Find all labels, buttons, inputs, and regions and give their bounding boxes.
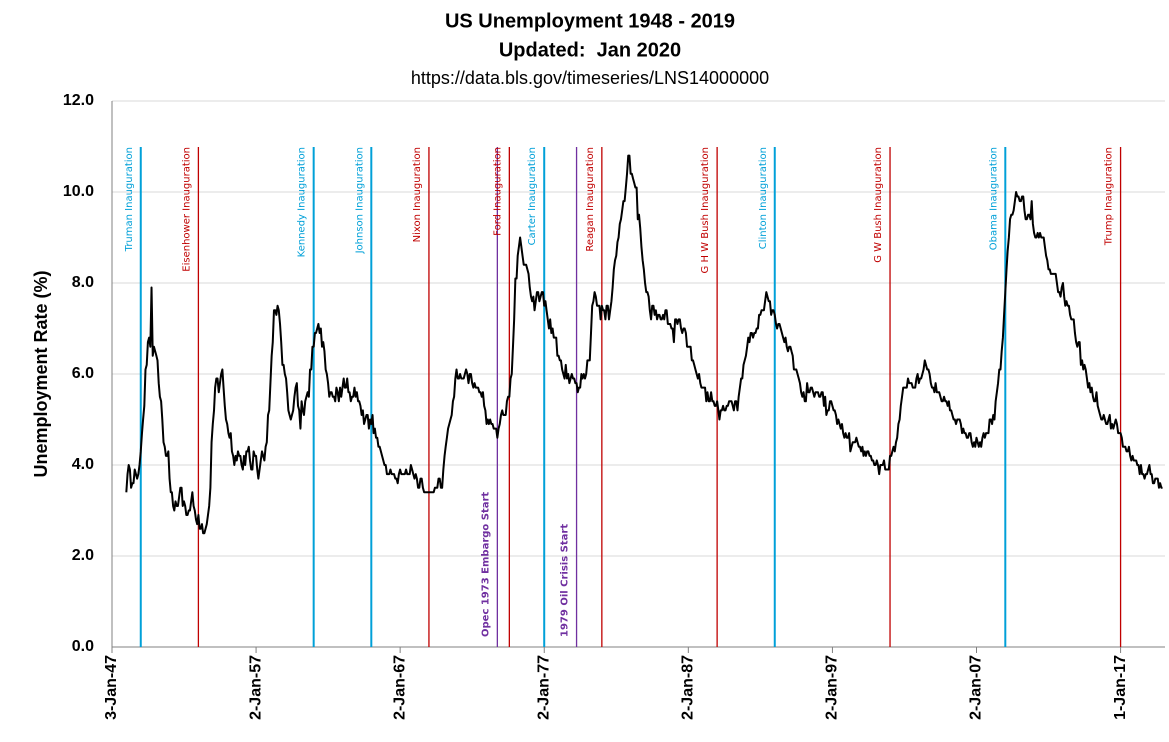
annotation-label: Clinton Inauguration [758,147,769,249]
x-tick-label: 1-Jan-17 [1112,655,1129,720]
x-tick-label: 2-Jan-87 [680,655,697,720]
x-tick-label: 3-Jan-47 [103,655,120,720]
annotation-label: Obama Inauguration [988,147,999,250]
y-tick-label: 12.0 [63,92,94,109]
annotation-label: G W Bush Inauguration [873,147,884,263]
annotation-label: Carter Inauguration [527,147,538,245]
annotation-label: Reagan Inauguration [585,147,596,252]
chart-source: https://data.bls.gov/timeseries/LNS14000… [411,68,769,88]
y-tick-label: 4.0 [72,456,94,473]
annotation-label: Trump Inauguration [1104,147,1115,246]
y-tick-label: 0.0 [72,638,94,655]
annotation-label: Truman Inauguration [124,147,135,252]
x-tick-label: 2-Jan-77 [535,655,552,720]
annotation-label: Eisenhower Inauguration [181,147,192,272]
data-line [125,154,1163,535]
annotation-label: 1979 Oil Crisis Start [560,524,571,637]
annotation-label: Opec 1973 Embargo Start [480,492,491,637]
annotation-label: Ford Inauguration [492,147,503,236]
y-axis-label: Unemployment Rate (%) [31,270,51,477]
annotation-label: Nixon Inauguration [412,147,423,242]
y-tick-label: 8.0 [72,274,94,291]
y-tick-label: 6.0 [72,365,94,382]
x-tick-label: 2-Jan-67 [391,655,408,720]
annotation-label: Johnson Inauguration [354,147,365,254]
annotation-label: G H W Bush Inauguration [700,147,711,273]
chart-subtitle: Updated: Jan 2020 [499,39,681,61]
x-tick-label: 2-Jan-97 [824,655,841,720]
y-tick-label: 2.0 [72,547,94,564]
chart-title: US Unemployment 1948 - 2019 [445,10,735,32]
x-tick-label: 2-Jan-07 [968,655,985,720]
y-tick-label: 10.0 [63,183,94,200]
x-tick-label: 2-Jan-57 [247,655,264,720]
annotation-label: Kennedy Inauguration [297,147,308,257]
